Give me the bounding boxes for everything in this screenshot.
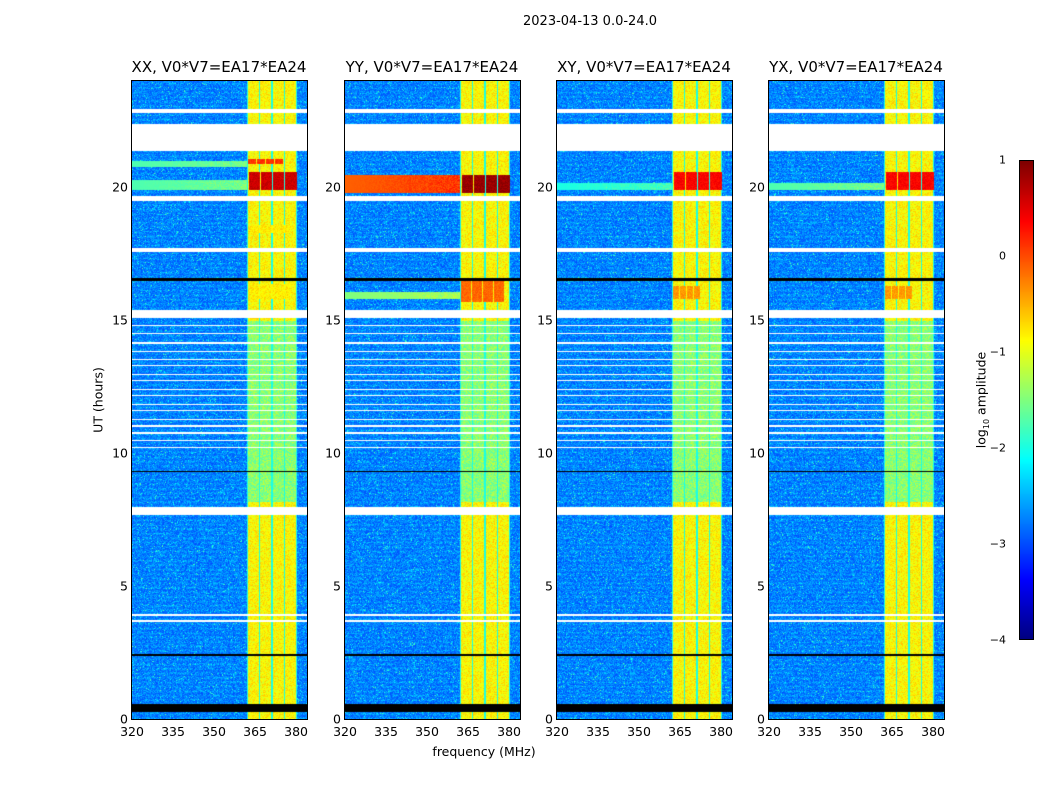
y-tick-label: 10 bbox=[537, 445, 553, 461]
y-tick-label: 20 bbox=[537, 179, 553, 195]
colorbar-gradient bbox=[1020, 161, 1033, 639]
colorbar-label: log10 amplitude bbox=[973, 351, 991, 449]
x-tick-label: 350 bbox=[415, 724, 439, 739]
figure-title: 2023-04-13 0.0-24.0 bbox=[523, 14, 657, 29]
y-tick-label: 10 bbox=[325, 445, 341, 461]
y-tick-label: 15 bbox=[537, 312, 553, 328]
x-tick-label: 350 bbox=[839, 724, 863, 739]
y-tick-label: 0 bbox=[333, 711, 341, 727]
x-tick-label: 380 bbox=[709, 724, 733, 739]
x-tick-label: 335 bbox=[161, 724, 185, 739]
heatmap-canvas bbox=[132, 81, 307, 719]
y-tick-label: 15 bbox=[325, 312, 341, 328]
heatmap-canvas bbox=[345, 81, 520, 719]
y-tick-label: 0 bbox=[757, 711, 765, 727]
colorbar bbox=[1019, 160, 1034, 640]
x-tick-label: 320 bbox=[545, 724, 569, 739]
colorbar-tick-label: 1 bbox=[999, 153, 1006, 167]
x-tick-label: 380 bbox=[284, 724, 308, 739]
y-tick-label: 5 bbox=[333, 578, 341, 594]
colorbar-tick-label: −2 bbox=[989, 441, 1006, 455]
panel-title: XX, V0*V7=EA17*EA24 bbox=[131, 58, 307, 76]
heatmap-canvas bbox=[769, 81, 944, 719]
panel-title: YY, V0*V7=EA17*EA24 bbox=[345, 58, 519, 76]
y-tick-label: 15 bbox=[112, 312, 128, 328]
spectrogram-panel bbox=[344, 80, 521, 720]
x-axis-label: frequency (MHz) bbox=[432, 744, 536, 759]
panel-title: YX, V0*V7=EA17*EA24 bbox=[769, 58, 943, 76]
y-tick-label: 5 bbox=[757, 578, 765, 594]
spectrogram-panel bbox=[556, 80, 733, 720]
x-tick-label: 365 bbox=[243, 724, 267, 739]
colorbar-tick-label: −4 bbox=[989, 633, 1006, 647]
x-tick-label: 350 bbox=[202, 724, 226, 739]
y-tick-label: 20 bbox=[112, 179, 128, 195]
spectrogram-panel bbox=[768, 80, 945, 720]
colorbar-tick-label: −3 bbox=[989, 537, 1006, 551]
heatmap-canvas bbox=[557, 81, 732, 719]
x-tick-label: 365 bbox=[880, 724, 904, 739]
x-tick-label: 320 bbox=[333, 724, 357, 739]
colorbar-tick-label: −1 bbox=[989, 345, 1006, 359]
x-tick-label: 320 bbox=[757, 724, 781, 739]
y-tick-label: 0 bbox=[120, 711, 128, 727]
x-tick-label: 380 bbox=[497, 724, 521, 739]
y-tick-label: 15 bbox=[749, 312, 765, 328]
y-tick-label: 5 bbox=[545, 578, 553, 594]
panel-title: XY, V0*V7=EA17*EA24 bbox=[557, 58, 731, 76]
x-tick-label: 365 bbox=[456, 724, 480, 739]
x-tick-label: 380 bbox=[921, 724, 945, 739]
y-axis-label: UT (hours) bbox=[90, 367, 106, 433]
x-tick-label: 335 bbox=[798, 724, 822, 739]
x-tick-label: 335 bbox=[374, 724, 398, 739]
x-tick-label: 350 bbox=[627, 724, 651, 739]
y-tick-label: 20 bbox=[325, 179, 341, 195]
y-tick-label: 10 bbox=[112, 445, 128, 461]
y-tick-label: 20 bbox=[749, 179, 765, 195]
y-tick-label: 10 bbox=[749, 445, 765, 461]
colorbar-tick-label: 0 bbox=[999, 249, 1006, 263]
x-tick-label: 335 bbox=[586, 724, 610, 739]
x-tick-label: 365 bbox=[668, 724, 692, 739]
x-tick-label: 320 bbox=[120, 724, 144, 739]
y-tick-label: 5 bbox=[120, 578, 128, 594]
y-tick-label: 0 bbox=[545, 711, 553, 727]
spectrogram-panel bbox=[131, 80, 308, 720]
